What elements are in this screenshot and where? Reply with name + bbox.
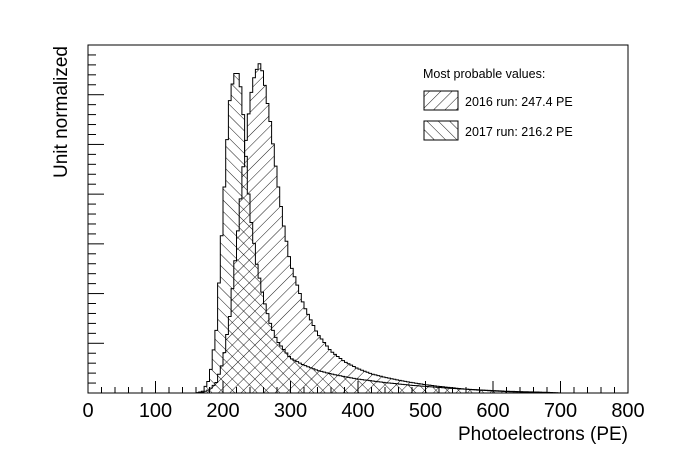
series-group: [88, 63, 628, 394]
x-tick-label: 500: [409, 400, 442, 422]
legend-title: Most probable values:: [423, 67, 545, 81]
histogram-series-0: [88, 63, 628, 394]
legend-swatch-2016: [423, 90, 459, 111]
y-axis-label: Unit normalized: [51, 46, 72, 178]
x-tick-label: 100: [139, 400, 172, 422]
x-tick-labels: 0 100 200 300 400 500 600 700 800: [82, 400, 644, 422]
x-tick-label: 600: [476, 400, 509, 422]
x-tick-label: 700: [544, 400, 577, 422]
legend-entry-2016: 2016 run: 247.4 PE: [465, 95, 573, 109]
legend-swatch-2017: [423, 120, 459, 141]
x-tick-label: 400: [341, 400, 374, 422]
x-axis-label: Photoelectrons (PE): [458, 424, 628, 445]
plot-frame: [87, 44, 629, 394]
legend: Most probable values: 2016 run: 247.4 PE…: [423, 67, 573, 141]
x-tick-label: 300: [274, 400, 307, 422]
legend-entry-2017: 2017 run: 216.2 PE: [465, 125, 573, 139]
histogram-series-1: [88, 73, 628, 394]
x-tick-label: 0: [82, 400, 93, 422]
x-tick-label: 800: [611, 400, 644, 422]
x-axis-ticks: [87, 381, 629, 393]
y-axis-ticks: [88, 44, 104, 394]
x-tick-label: 200: [206, 400, 239, 422]
